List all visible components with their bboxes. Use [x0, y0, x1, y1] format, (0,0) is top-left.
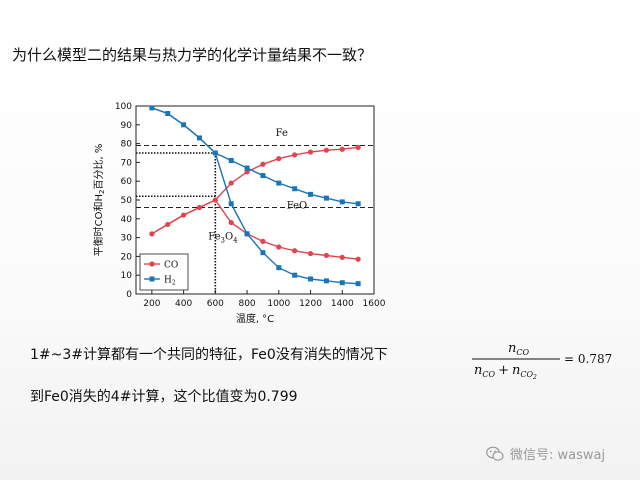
- co-data-point: [307, 250, 314, 257]
- legend-box: [139, 253, 189, 291]
- wechat-watermark: 微信号: waswaj: [486, 444, 605, 463]
- h2-data-point: [181, 122, 187, 128]
- legend-label-h2: H2: [164, 276, 176, 287]
- co-data-point: [228, 219, 234, 226]
- h2-data-point: [355, 281, 361, 287]
- equilibrium-chart: 200 400 600 800 1000 1200 1400 1600 0 10 20 30 40 50 6…: [93, 102, 386, 325]
- co-data-point: [339, 254, 345, 260]
- wechat-icon: [486, 446, 504, 461]
- x-tick-label: 1600: [363, 299, 386, 309]
- co-data-point: [307, 149, 314, 155]
- h2-data-point: [339, 199, 345, 205]
- formula-result: = 0.787: [564, 352, 612, 366]
- co-data-point: [323, 252, 329, 259]
- ratio-formula: nCO nCO + nCO2 = 0.787: [472, 341, 612, 381]
- h2-data-point: [276, 265, 282, 271]
- y-tick-label: 70: [121, 158, 133, 168]
- y-tick-label: 60: [121, 177, 133, 187]
- co-data-point: [260, 161, 266, 167]
- phase-annotation: Fe3O4: [208, 231, 238, 244]
- co-data-point: [355, 144, 361, 150]
- text-line-1: 1#~3#计算都有一个共同的特征，Fe0没有消失的情况下: [30, 347, 388, 363]
- x-tick-label: 200: [143, 299, 160, 309]
- x-tick-label: 400: [175, 299, 192, 309]
- y-tick-label: 40: [121, 215, 133, 225]
- co-data-point: [276, 244, 282, 250]
- h2-data-point: [212, 150, 218, 156]
- co-data-point: [260, 238, 266, 244]
- co-lower-line: [151, 199, 359, 260]
- h2-data-point: [149, 105, 155, 111]
- h2-data-point: [292, 186, 298, 192]
- h2-data-point: [196, 135, 202, 141]
- h2-data-point: [260, 173, 266, 179]
- legend-label-co: CO: [164, 261, 178, 271]
- y-tick-label: 30: [121, 234, 133, 244]
- co-data-point: [355, 256, 361, 262]
- co-data-point: [181, 212, 187, 218]
- phase-annotation: Fe: [276, 128, 288, 139]
- co-data-point: [292, 248, 298, 254]
- h2-data-point: [228, 158, 234, 164]
- legend-marker-h2: [149, 276, 155, 282]
- h2-data-point: [276, 180, 282, 186]
- h2-data-point: [244, 231, 250, 237]
- co-data-point: [149, 231, 155, 237]
- y-tick-label: 100: [115, 102, 132, 112]
- formula-numerator: nCO: [508, 341, 529, 357]
- y-tick-label: 0: [126, 290, 132, 300]
- h2-lower-line: [151, 107, 359, 285]
- x-tick-label: 600: [207, 299, 224, 309]
- h2-data-point: [308, 191, 314, 197]
- y-tick-label: 50: [121, 196, 133, 206]
- h2-data-point: [292, 272, 298, 278]
- co-data-point: [196, 204, 203, 211]
- slide-title: 为什么模型二的结果与热力学的化学计量结果不一致？: [12, 46, 373, 64]
- co-data-point: [228, 180, 234, 186]
- h2-data-point: [355, 201, 361, 207]
- y-tick-label: 10: [121, 271, 133, 281]
- h2-data-point: [323, 195, 329, 201]
- phase-annotation: FeO: [287, 200, 308, 211]
- co-data-point: [276, 156, 282, 162]
- h2-data-point: [308, 276, 314, 282]
- x-tick-label: 1200: [299, 299, 322, 309]
- x-tick-label: 1400: [331, 299, 354, 309]
- h2-data-point: [165, 111, 171, 117]
- co-data-point: [292, 152, 298, 158]
- y-tick-label: 90: [121, 121, 133, 131]
- co-data-point: [165, 221, 171, 228]
- y-tick-label: 20: [121, 252, 133, 262]
- text-line-2: 到Fe0消失的4#计算，这个比值变为0.799: [30, 389, 298, 405]
- co-data-point: [339, 146, 345, 152]
- h2-data-point: [260, 250, 266, 256]
- chart-legend: CO H2: [139, 253, 189, 291]
- co-data-point: [212, 197, 218, 203]
- x-tick-label: 1000: [267, 299, 290, 309]
- x-axis-label: 温度, °C: [236, 312, 274, 325]
- h2-data-point: [228, 201, 234, 207]
- h2-data-point: [323, 278, 329, 284]
- formula-denominator: nCO + nCO2: [474, 363, 537, 381]
- y-axis-label: 平衡时CO和H2百分比, %: [93, 144, 106, 257]
- h2-data-point: [244, 165, 250, 171]
- y-tick-label: 80: [121, 140, 133, 150]
- legend-marker-co: [149, 261, 155, 267]
- x-tick-label: 800: [238, 299, 255, 309]
- co-data-point: [323, 147, 329, 153]
- watermark-text: 微信号: waswaj: [510, 448, 606, 463]
- h2-data-point: [339, 280, 345, 286]
